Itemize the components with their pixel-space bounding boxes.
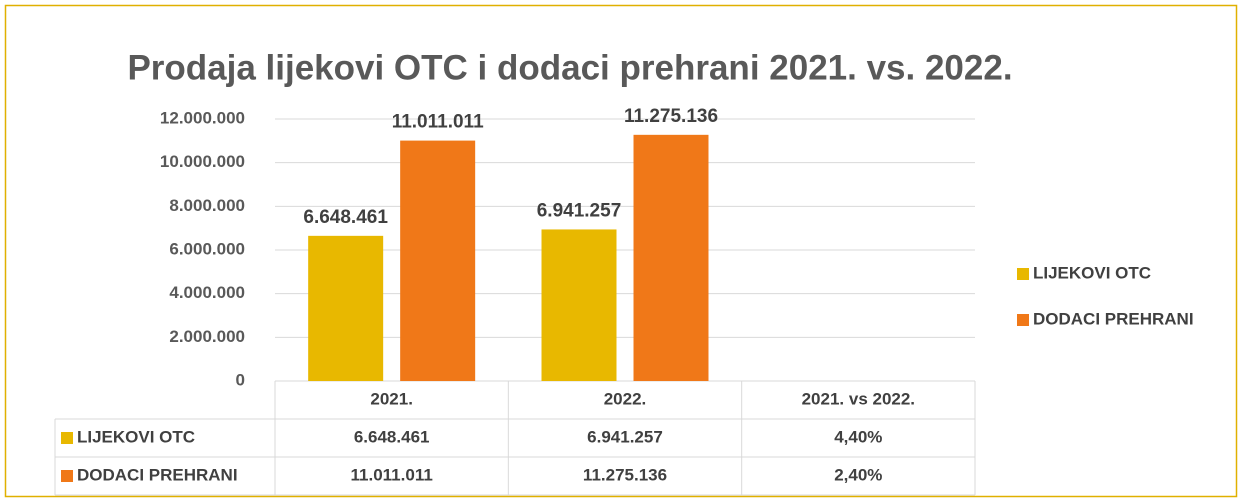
y-tick-label: 0 bbox=[236, 370, 245, 389]
legend-key bbox=[1017, 314, 1029, 326]
y-tick-label: 6.000.000 bbox=[169, 239, 245, 258]
data-label: 11.275.136 bbox=[624, 106, 718, 127]
table-cell: 6.941.257 bbox=[587, 427, 663, 446]
legend-label: LIJEKOVI OTC bbox=[1033, 263, 1151, 282]
y-tick-label: 2.000.000 bbox=[169, 327, 245, 346]
chart-title: Prodaja lijekovi OTC i dodaci prehrani 2… bbox=[127, 48, 1012, 87]
legend-key bbox=[1017, 268, 1029, 280]
y-tick-label: 10.000.000 bbox=[160, 152, 245, 171]
table-cell: 11.275.136 bbox=[583, 465, 667, 484]
table-cell: 2,40% bbox=[834, 465, 882, 484]
chart-border bbox=[4, 4, 1238, 498]
table-cell: 11.011.011 bbox=[351, 465, 433, 484]
y-tick-label: 4.000.000 bbox=[169, 283, 245, 302]
bar bbox=[633, 134, 709, 381]
table-legend-key bbox=[61, 432, 73, 444]
x-tick-label: 2022. bbox=[604, 389, 647, 408]
x-tick-label: 2021. bbox=[370, 389, 413, 408]
data-label: 11.011.011 bbox=[392, 112, 484, 133]
x-tick-label: 2021. vs 2022. bbox=[802, 389, 915, 408]
table-cell: 6.648.461 bbox=[354, 427, 430, 446]
table-legend-key bbox=[61, 470, 73, 482]
y-tick-label: 8.000.000 bbox=[169, 196, 245, 215]
bar bbox=[541, 229, 617, 381]
y-tick-label: 12.000.000 bbox=[160, 108, 245, 127]
table-row-label: LIJEKOVI OTC bbox=[77, 427, 195, 446]
legend-label: DODACI PREHRANI bbox=[1033, 309, 1194, 328]
bar bbox=[400, 140, 476, 381]
data-label: 6.648.461 bbox=[303, 207, 388, 228]
bar bbox=[308, 235, 384, 381]
data-label: 6.941.257 bbox=[537, 200, 622, 221]
table-row-label: DODACI PREHRANI bbox=[77, 465, 238, 484]
table-cell: 4,40% bbox=[834, 427, 882, 446]
